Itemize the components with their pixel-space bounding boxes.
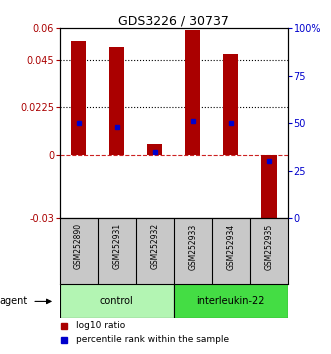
Bar: [147, 144, 162, 155]
Text: GSM252932: GSM252932: [150, 223, 159, 269]
Text: GSM252890: GSM252890: [74, 223, 83, 269]
Bar: [71, 41, 86, 155]
Text: GSM252933: GSM252933: [188, 223, 197, 269]
Bar: [174, 284, 288, 319]
Text: control: control: [100, 296, 133, 307]
Title: GDS3226 / 30737: GDS3226 / 30737: [118, 14, 229, 27]
Text: GSM252935: GSM252935: [264, 223, 273, 269]
Text: interleukin-22: interleukin-22: [197, 296, 265, 307]
Text: agent: agent: [0, 296, 27, 307]
Text: log10 ratio: log10 ratio: [75, 321, 125, 330]
Text: GSM252931: GSM252931: [112, 223, 121, 269]
Bar: [109, 47, 124, 155]
Bar: [261, 155, 277, 222]
Text: percentile rank within the sample: percentile rank within the sample: [75, 335, 229, 344]
Bar: [185, 30, 201, 155]
Text: GSM252934: GSM252934: [226, 223, 235, 269]
Bar: [223, 53, 238, 155]
Bar: [60, 284, 174, 319]
